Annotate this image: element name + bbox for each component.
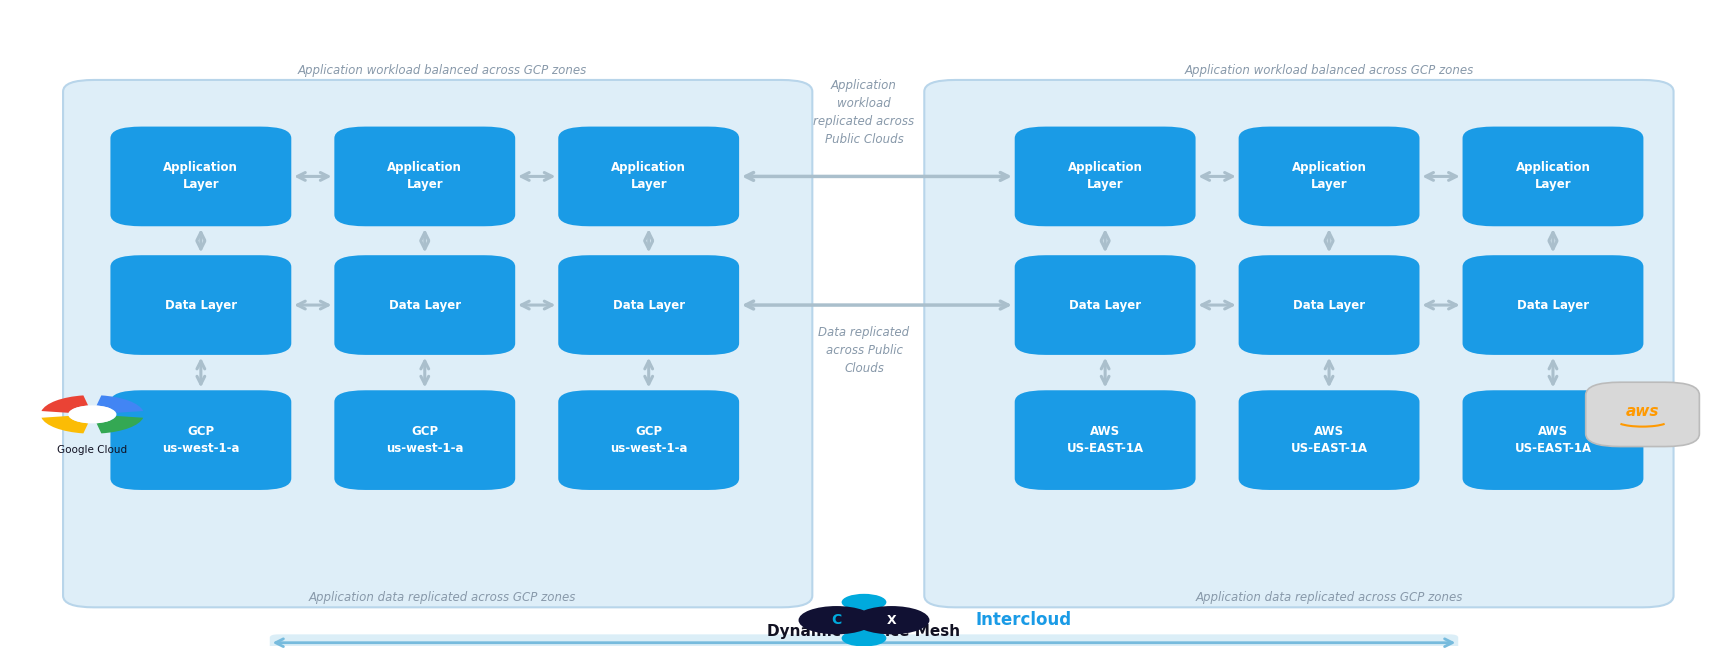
Text: GCP
us-west-1-a: GCP us-west-1-a <box>385 425 463 455</box>
Text: aws: aws <box>1626 404 1659 419</box>
Text: Application
Layer: Application Layer <box>1515 162 1590 191</box>
Text: Data Layer: Data Layer <box>1517 299 1590 312</box>
Text: X: X <box>886 614 897 627</box>
Wedge shape <box>97 416 143 434</box>
Text: Application workload balanced across GCP zones: Application workload balanced across GCP… <box>297 64 586 77</box>
Text: AWS
US-EAST-1A: AWS US-EAST-1A <box>1514 425 1591 455</box>
FancyBboxPatch shape <box>558 127 740 227</box>
Text: Application
Layer: Application Layer <box>387 162 461 191</box>
FancyBboxPatch shape <box>62 80 812 607</box>
Text: Data replicated
across Public
Clouds: Data replicated across Public Clouds <box>819 326 909 374</box>
Text: Data Layer: Data Layer <box>164 299 237 312</box>
Text: GCP
us-west-1-a: GCP us-west-1-a <box>162 425 240 455</box>
FancyBboxPatch shape <box>1014 390 1196 490</box>
Text: Application data replicated across GCP zones: Application data replicated across GCP z… <box>308 591 575 604</box>
FancyBboxPatch shape <box>1462 390 1643 490</box>
FancyBboxPatch shape <box>558 255 740 355</box>
Text: Data Layer: Data Layer <box>613 299 684 312</box>
Text: Data Layer: Data Layer <box>1070 299 1140 312</box>
Text: Application
Layer: Application Layer <box>164 162 238 191</box>
Text: Application
Layer: Application Layer <box>1068 162 1142 191</box>
FancyBboxPatch shape <box>334 127 515 227</box>
FancyBboxPatch shape <box>1462 127 1643 227</box>
Circle shape <box>67 406 116 423</box>
FancyBboxPatch shape <box>270 634 1458 649</box>
Wedge shape <box>41 395 88 413</box>
Wedge shape <box>97 395 143 413</box>
Text: Dynamic Service Mesh: Dynamic Service Mesh <box>767 624 961 639</box>
FancyBboxPatch shape <box>111 127 292 227</box>
Wedge shape <box>41 416 88 434</box>
Text: Data Layer: Data Layer <box>1293 299 1365 312</box>
FancyBboxPatch shape <box>1014 127 1196 227</box>
Circle shape <box>842 594 886 611</box>
FancyBboxPatch shape <box>1462 255 1643 355</box>
FancyBboxPatch shape <box>1014 255 1196 355</box>
FancyBboxPatch shape <box>334 390 515 490</box>
Text: GCP
us-west-1-a: GCP us-west-1-a <box>610 425 688 455</box>
FancyBboxPatch shape <box>111 390 292 490</box>
Text: Data Layer: Data Layer <box>389 299 461 312</box>
Circle shape <box>854 606 930 634</box>
Text: Application
workload
replicated across
Public Clouds: Application workload replicated across P… <box>814 79 914 145</box>
Text: Application
Layer: Application Layer <box>1291 162 1367 191</box>
Circle shape <box>842 630 886 646</box>
FancyBboxPatch shape <box>558 390 740 490</box>
FancyBboxPatch shape <box>1239 255 1419 355</box>
FancyBboxPatch shape <box>111 255 292 355</box>
Text: Google Cloud: Google Cloud <box>57 445 128 455</box>
Text: C: C <box>831 613 842 627</box>
Text: Application data replicated across GCP zones: Application data replicated across GCP z… <box>1196 591 1462 604</box>
FancyBboxPatch shape <box>924 80 1673 607</box>
FancyBboxPatch shape <box>1239 127 1419 227</box>
Text: AWS
US-EAST-1A: AWS US-EAST-1A <box>1291 425 1367 455</box>
FancyBboxPatch shape <box>334 255 515 355</box>
FancyBboxPatch shape <box>1239 390 1419 490</box>
Text: AWS
US-EAST-1A: AWS US-EAST-1A <box>1066 425 1144 455</box>
Circle shape <box>798 606 874 634</box>
Text: Intercloud: Intercloud <box>976 611 1071 629</box>
Text: Application workload balanced across GCP zones: Application workload balanced across GCP… <box>1184 64 1474 77</box>
FancyBboxPatch shape <box>1586 382 1699 447</box>
Text: Application
Layer: Application Layer <box>612 162 686 191</box>
